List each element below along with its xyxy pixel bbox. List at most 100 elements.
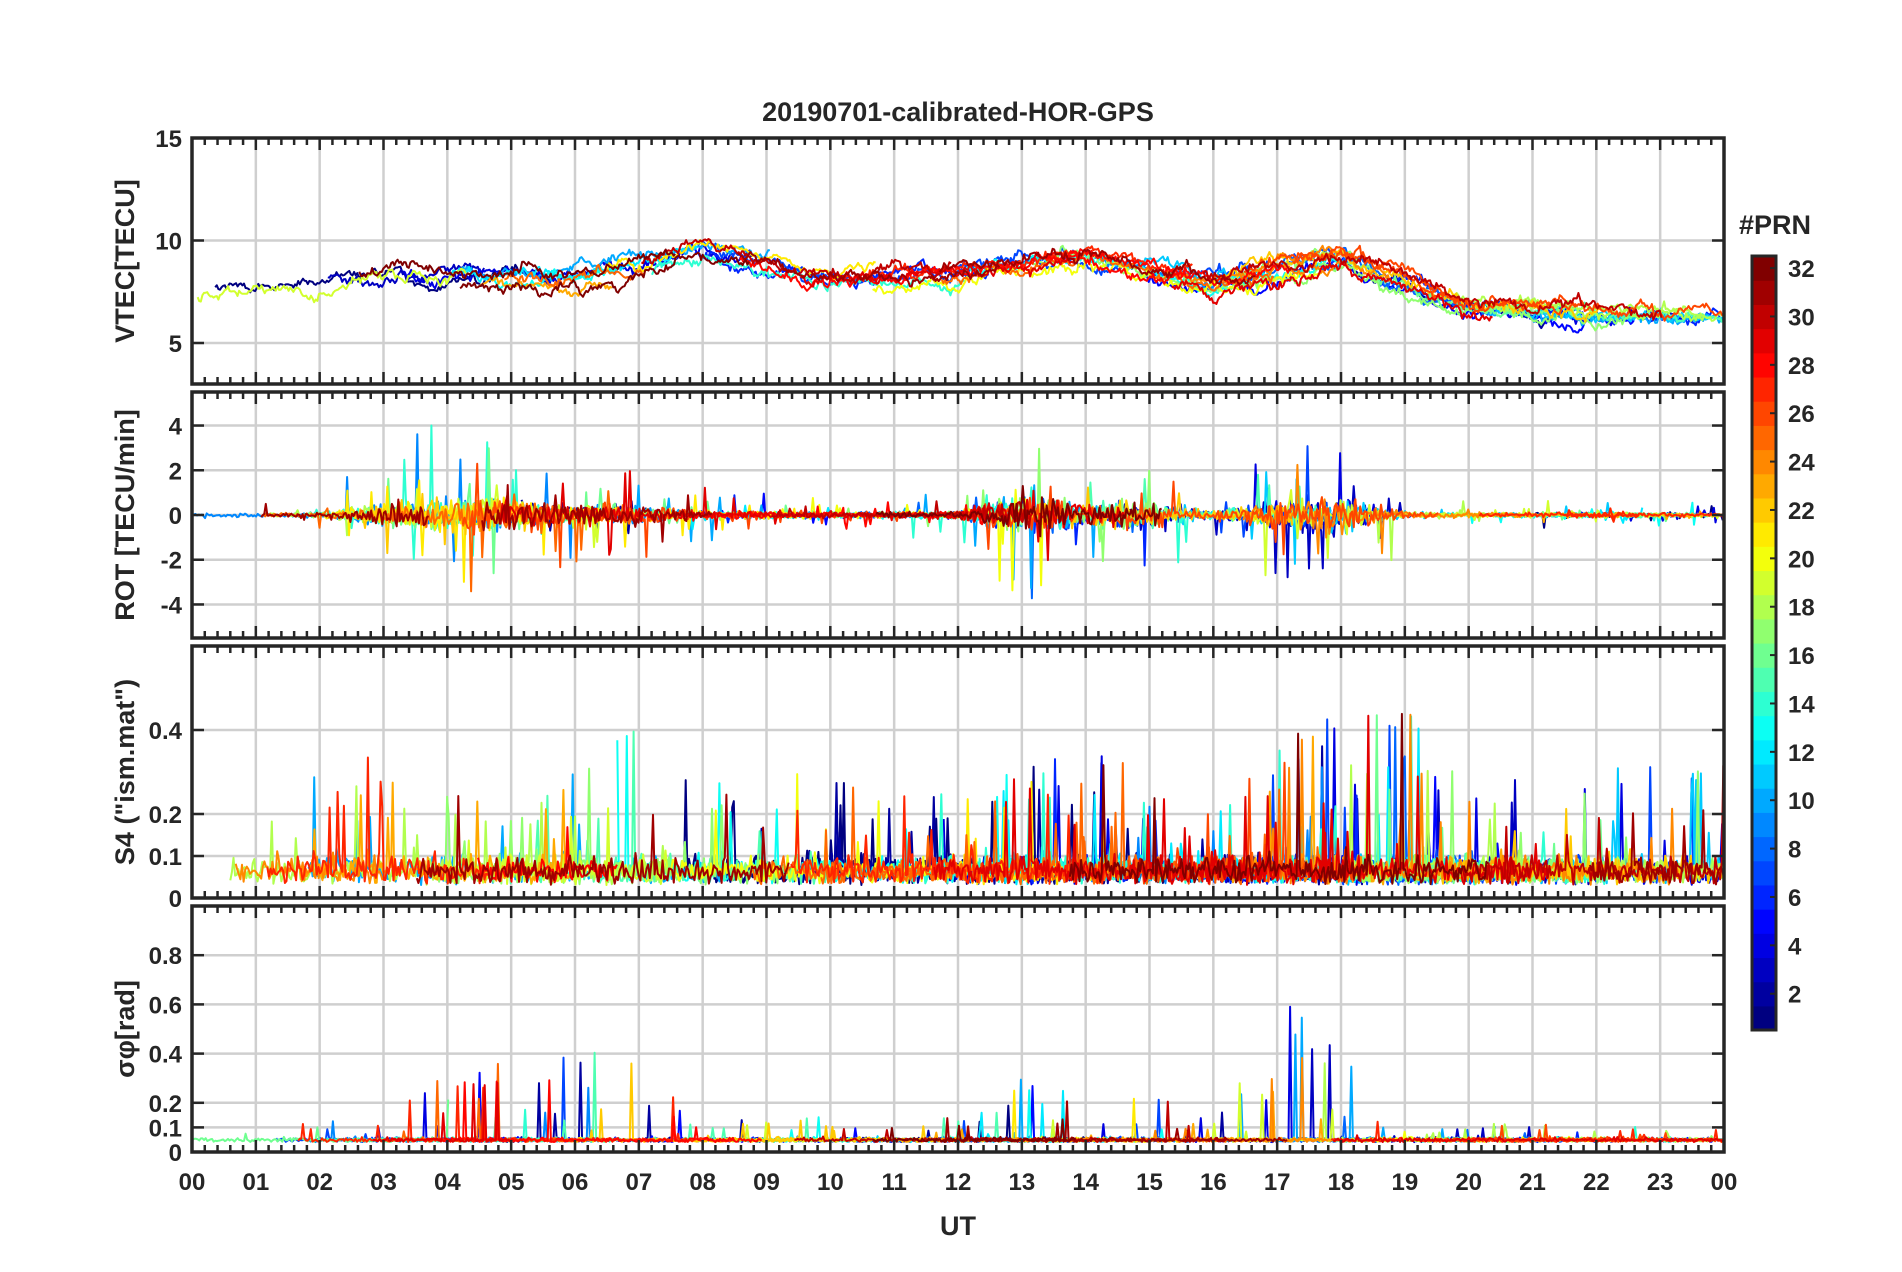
x-tick-label: 16 (1200, 1169, 1227, 1196)
x-tick-label: 15 (1136, 1169, 1163, 1196)
y-tick-label: 0.2 (149, 1091, 182, 1118)
x-tick-label: 06 (562, 1169, 589, 1196)
prn-trace (262, 490, 640, 593)
x-tick-label: 17 (1264, 1169, 1291, 1196)
y-axis-label: VTEC[TECU] (110, 179, 140, 343)
x-tick-label: 14 (1072, 1169, 1099, 1196)
y-tick-label: 4 (169, 414, 183, 441)
x-tick-label: 09 (753, 1169, 780, 1196)
colorbar-swatch (1752, 425, 1776, 451)
s4-panel: 0 0.1 0.2 0.4 S4 ("ism.mat") (110, 644, 1726, 913)
colorbar-tick-label: 12 (1788, 740, 1815, 767)
y-tick-label: 0.2 (149, 802, 182, 829)
colorbar-swatch (1752, 570, 1776, 596)
colorbar-swatch (1752, 957, 1776, 983)
x-tick-label: 20 (1455, 1169, 1482, 1196)
figure-title: 20190701-calibrated-HOR-GPS (762, 97, 1154, 127)
prn-trace (459, 251, 750, 298)
colorbar-tick-label: 24 (1788, 450, 1815, 477)
colorbar-tick-label: 16 (1788, 643, 1815, 670)
colorbar-swatch (1752, 618, 1776, 644)
y-tick-label: 0.6 (149, 992, 182, 1019)
colorbar-title: #PRN (1739, 210, 1811, 240)
x-tick-label: 18 (1328, 1169, 1355, 1196)
prn-trace (943, 1100, 1288, 1144)
y-tick-label: -2 (161, 548, 182, 575)
prn-trace (875, 485, 1163, 538)
x-tick-label: 01 (242, 1169, 269, 1196)
colorbar-swatch (1752, 763, 1776, 789)
series-traces (196, 238, 1724, 334)
prn-trace (1171, 262, 1493, 322)
colorbar-swatch (1752, 1005, 1776, 1031)
x-tick-label: 11 (881, 1169, 906, 1196)
prn-trace (872, 1118, 1077, 1143)
prn-trace (1202, 252, 1663, 321)
prn-trace (1478, 511, 1640, 523)
x-tick-label: 19 (1391, 1169, 1418, 1196)
colorbar-frame (1750, 254, 1778, 1032)
y-tick-label: 10 (155, 229, 182, 256)
colorbar-tick-label: 30 (1788, 304, 1815, 331)
prn-trace (372, 1081, 513, 1143)
colorbar-tick-label: 18 (1788, 595, 1815, 622)
colorbar-tick-label: 32 (1788, 256, 1815, 283)
y-tick-label: 0.1 (149, 1115, 182, 1142)
colorbar-tick-label: 10 (1788, 788, 1815, 815)
y-tick-label: 2 (169, 458, 182, 485)
prn-trace (1565, 507, 1724, 521)
colorbar-tick-label: 8 (1788, 837, 1801, 864)
colorbar-swatch (1752, 376, 1776, 402)
x-tick-label: 21 (1519, 1169, 1546, 1196)
y-tick-label: -4 (161, 592, 183, 619)
colorbar-tick-label: 2 (1788, 982, 1801, 1009)
y-tick-label: 0.1 (149, 844, 182, 871)
prn-trace (196, 267, 467, 304)
x-axis-label: UT (940, 1211, 976, 1241)
y-tick-label: 0 (169, 1140, 182, 1167)
x-tick-label: 02 (306, 1169, 333, 1196)
colorbar-tick-label: 20 (1788, 546, 1815, 573)
prn-trace (423, 1079, 763, 1144)
y-tick-label: 0 (169, 886, 182, 913)
x-tick-label: 23 (1647, 1169, 1674, 1196)
vtec-panel: 5 10 15 VTEC[TECU] (110, 126, 1726, 386)
prn-trace (1046, 248, 1291, 287)
prn-trace (358, 248, 677, 281)
y-tick-label: 5 (169, 331, 182, 358)
y-axis-label: ROT [TECU/min] (110, 409, 140, 620)
colorbar-swatch (1752, 812, 1776, 838)
x-tick-label: 03 (370, 1169, 397, 1196)
x-tick-label: 05 (498, 1169, 525, 1196)
prn-trace (479, 276, 613, 298)
x-tick-label: 00 (1711, 1169, 1738, 1196)
prn-trace (1332, 1134, 1724, 1143)
colorbar-tick-label: 26 (1788, 401, 1815, 428)
prn-trace (260, 498, 430, 528)
y-tick-label: 0.4 (149, 1042, 183, 1069)
colorbar-tick-label: 4 (1788, 933, 1802, 960)
series-traces (192, 424, 1724, 600)
colorbar-swatch (1752, 909, 1776, 934)
x-tick-label: 07 (625, 1169, 652, 1196)
colorbar-swatch (1752, 715, 1776, 741)
y-tick-label: 0 (169, 503, 182, 530)
colorbar-tick-label: 14 (1788, 691, 1815, 718)
y-tick-label: 0.4 (149, 718, 183, 745)
prn-trace (1160, 262, 1640, 332)
prn-trace (739, 251, 1194, 292)
x-tick-label: 13 (1008, 1169, 1035, 1196)
y-axis-label: σφ[rad] (110, 980, 140, 1078)
x-tick-label: 12 (945, 1169, 972, 1196)
series-traces (192, 1005, 1724, 1144)
colorbar-swatch (1752, 473, 1776, 499)
y-tick-label: 15 (155, 126, 182, 153)
x-tick-label: 08 (689, 1169, 716, 1196)
colorbar-swatch (1752, 522, 1776, 547)
prn-trace (938, 247, 1256, 286)
prn-trace (1171, 260, 1349, 287)
x-tick-label: 00 (179, 1169, 206, 1196)
colorbar-tick-label: 28 (1788, 353, 1815, 380)
sigma-phi-panel: 00.10.2 0.4 0.6 0.8 σφ[rad] (110, 904, 1726, 1167)
